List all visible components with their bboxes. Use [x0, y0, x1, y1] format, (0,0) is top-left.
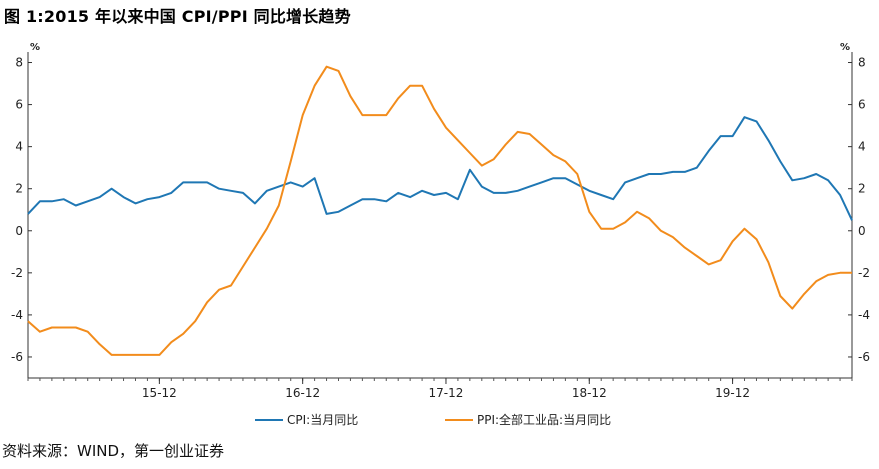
left-axis: % 8 6 4 2 0 -2 -4 -6: [11, 42, 40, 378]
legend-label: PPI:全部工业品:当月同比: [477, 412, 611, 427]
source-note: 资料来源：WIND，第一创业证券: [2, 442, 225, 460]
series-lines: [27, 65, 853, 356]
left-unit-label: %: [30, 42, 40, 53]
right-tick-label: 8: [858, 56, 866, 70]
x-tick-label: 15-12: [142, 386, 177, 400]
left-tick-label: 2: [15, 182, 23, 196]
left-tick-label: 0: [15, 224, 23, 238]
legend-label: CPI:当月同比: [287, 413, 358, 427]
cpi-ppi-line-chart: % 8 6 4 2 0 -2 -4 -6 % 8 6 4 2 0 -2 -4 -6 15-12 16-12 17-1…: [11, 42, 870, 427]
series-line-cpi: [27, 116, 853, 221]
right-tick-label: 0: [858, 224, 866, 238]
x-tick-label: 19-12: [715, 386, 750, 400]
x-tick-label: 18-12: [572, 386, 607, 400]
right-tick-label: -6: [858, 350, 870, 364]
left-tick-label: 4: [15, 140, 23, 154]
right-tick-label: -2: [858, 266, 870, 280]
right-axis: % 8 6 4 2 0 -2 -4 -6: [840, 42, 870, 378]
left-tick-label: 6: [15, 98, 23, 112]
legend: CPI:当月同比 PPI:全部工业品:当月同比: [255, 412, 611, 427]
right-tick-label: -4: [858, 308, 870, 322]
left-tick-label: -4: [11, 308, 23, 322]
left-tick-label: 8: [15, 56, 23, 70]
right-unit-label: %: [840, 42, 850, 53]
left-tick-label: -6: [11, 350, 23, 364]
x-tick-label: 16-12: [285, 386, 320, 400]
right-tick-label: 6: [858, 98, 866, 112]
series-line-ppi: [27, 65, 852, 356]
x-axis: 15-12 16-12 17-12 18-12 19-12: [27, 377, 853, 400]
right-tick-label: 4: [858, 140, 866, 154]
x-tick-label: 17-12: [429, 386, 464, 400]
left-tick-label: -2: [11, 266, 23, 280]
chart-title: 图 1:2015 年以来中国 CPI/PPI 同比增长趋势: [4, 7, 351, 26]
right-tick-label: 2: [858, 182, 866, 196]
